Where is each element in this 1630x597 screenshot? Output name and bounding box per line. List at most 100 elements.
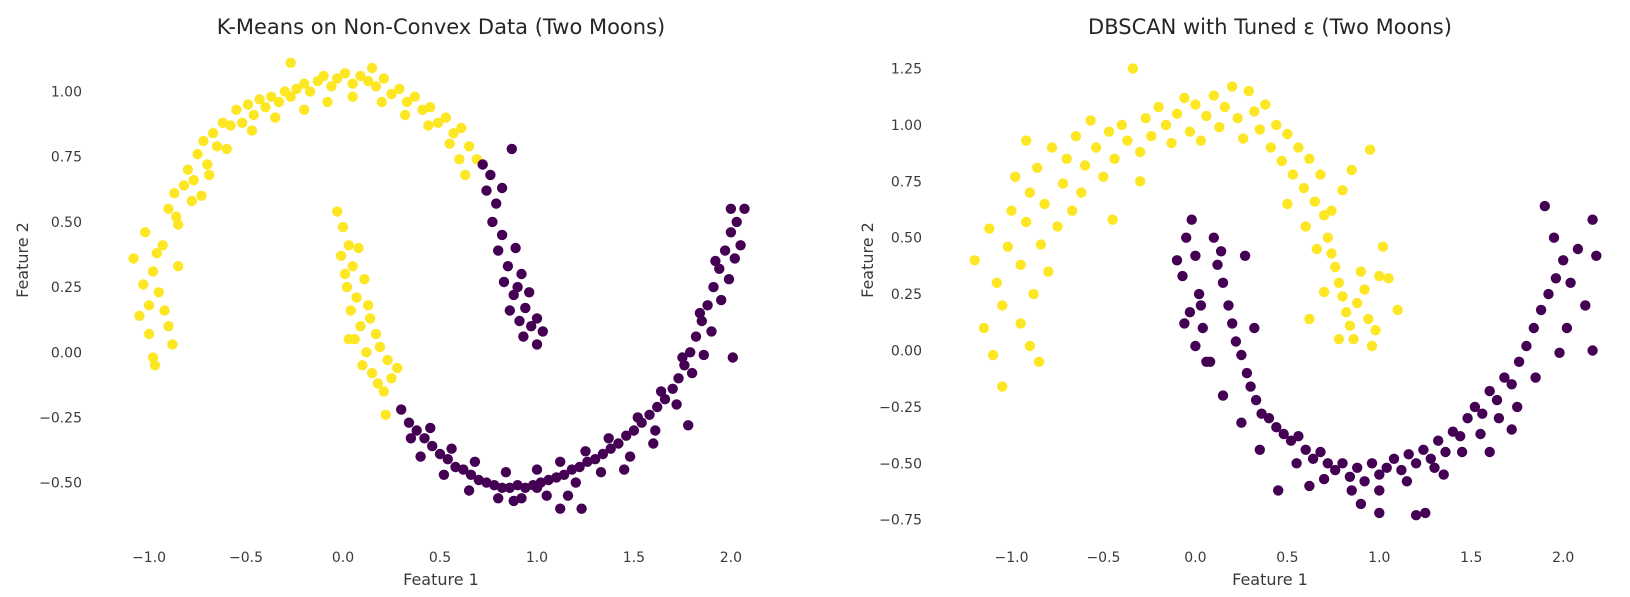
- scatter-point: [683, 420, 694, 431]
- scatter-point: [1254, 124, 1266, 135]
- chart-title-kmeans: K-Means on Non-Convex Data (Two Moons): [217, 15, 665, 39]
- scatter-point: [1208, 90, 1220, 101]
- scatter-point: [1403, 449, 1414, 460]
- scatter-point: [163, 321, 174, 332]
- scatter-point: [399, 109, 411, 121]
- scatter-point: [1052, 221, 1063, 232]
- scatter-point: [1291, 458, 1302, 469]
- scatter-point: [138, 279, 149, 290]
- scatter-point: [1061, 153, 1072, 164]
- scatter-point: [723, 274, 735, 285]
- scatter-point: [696, 315, 707, 327]
- scatter-point: [978, 322, 990, 334]
- scatter-point: [372, 378, 384, 389]
- scatter-point: [1587, 214, 1598, 225]
- scatter-point: [291, 83, 302, 95]
- scatter-point: [719, 245, 731, 256]
- scatter-point: [729, 253, 740, 264]
- x-tick-label: 0.5: [1276, 550, 1298, 566]
- scatter-point: [1513, 356, 1525, 367]
- scatter-point: [415, 451, 426, 462]
- y-tick-label: 0.50: [891, 231, 922, 247]
- scatter-point: [1383, 273, 1394, 284]
- scatter-point: [159, 305, 170, 316]
- scatter-point: [266, 91, 277, 102]
- scatter-point: [1528, 322, 1540, 334]
- scatter-point: [1090, 142, 1102, 153]
- scatter-point: [273, 96, 285, 108]
- scatter-point: [493, 493, 504, 504]
- scatter-point: [1337, 185, 1348, 196]
- scatter-point: [432, 117, 444, 128]
- scatter-point: [1370, 325, 1381, 336]
- scatter-point: [727, 352, 738, 363]
- scatter-point: [500, 467, 512, 478]
- scatter-point: [1506, 379, 1517, 390]
- scatter-point: [541, 490, 552, 501]
- chart-title-dbscan: DBSCAN with Tuned ε (Two Moons): [1088, 15, 1452, 39]
- scatter-point: [498, 276, 510, 288]
- scatter-point: [576, 503, 587, 514]
- y-axis-label-dbscan: Feature 2: [858, 222, 877, 298]
- scatter-point: [1140, 113, 1151, 124]
- scatter-point: [969, 255, 980, 266]
- scatter-point: [1230, 336, 1242, 347]
- scatter-point: [318, 70, 329, 82]
- scatter-point: [652, 401, 663, 413]
- scatter-point: [1146, 131, 1157, 142]
- scatter-point: [204, 169, 215, 181]
- scatter-point: [1195, 135, 1207, 146]
- scatter-point: [337, 221, 349, 233]
- scatter-point: [1580, 300, 1591, 311]
- scatter-point: [1287, 169, 1299, 180]
- x-tick-label: −1.0: [994, 550, 1028, 566]
- scatter-point: [1024, 340, 1036, 352]
- scatter-point: [1135, 176, 1146, 187]
- scatter-point: [1355, 498, 1367, 510]
- scatter-point: [698, 349, 709, 361]
- scatter-point: [1076, 187, 1087, 198]
- scatter-point: [537, 326, 548, 337]
- x-tick-label: 1.5: [1460, 550, 1482, 566]
- scatter-point: [343, 240, 354, 251]
- scatter-point: [1043, 266, 1054, 277]
- scatter-point: [1554, 347, 1565, 358]
- scatter-point: [508, 289, 519, 301]
- scatter-point: [1020, 135, 1032, 146]
- scatter-point: [1243, 85, 1254, 97]
- scatter-point: [192, 148, 203, 160]
- subplot-dbscan: DBSCAN with Tuned ε (Two Moons) −1.0 −0.5…: [858, 15, 1602, 589]
- scatter-point: [1410, 458, 1422, 469]
- scatter-point: [394, 83, 405, 95]
- scatter-point: [1079, 160, 1091, 171]
- scatter-point: [1401, 476, 1413, 487]
- scatter-point: [1278, 428, 1289, 440]
- scatter-point: [491, 198, 502, 209]
- scatter-point: [1315, 169, 1326, 180]
- scatter-point: [1381, 462, 1392, 473]
- scatter-point: [1512, 401, 1523, 413]
- scatter-point: [562, 490, 574, 501]
- scatter-point: [1107, 214, 1118, 225]
- scatter-point: [1326, 205, 1337, 216]
- y-tick-label: 1.00: [51, 85, 82, 101]
- scatter-point: [332, 206, 343, 217]
- scatter-point: [270, 112, 281, 123]
- scatter-point: [1475, 428, 1486, 440]
- scatter-point: [163, 203, 174, 214]
- scatter-point: [1260, 99, 1271, 110]
- scatter-points-dbscan: [969, 63, 1602, 521]
- scatter-point: [1245, 381, 1256, 392]
- scatter-point: [650, 425, 661, 436]
- y-axis-label-kmeans: Feature 2: [13, 222, 32, 298]
- scatter-point: [1337, 291, 1348, 302]
- x-tick-label: 1.0: [526, 550, 548, 566]
- scatter-point: [151, 248, 162, 259]
- scatter-point: [1171, 255, 1183, 266]
- scatter-point: [188, 175, 199, 186]
- scatter-points-kmeans: [128, 57, 750, 514]
- scatter-point: [343, 334, 354, 345]
- scatter-point: [694, 307, 706, 319]
- scatter-point: [444, 138, 455, 149]
- scatter-point: [335, 250, 347, 261]
